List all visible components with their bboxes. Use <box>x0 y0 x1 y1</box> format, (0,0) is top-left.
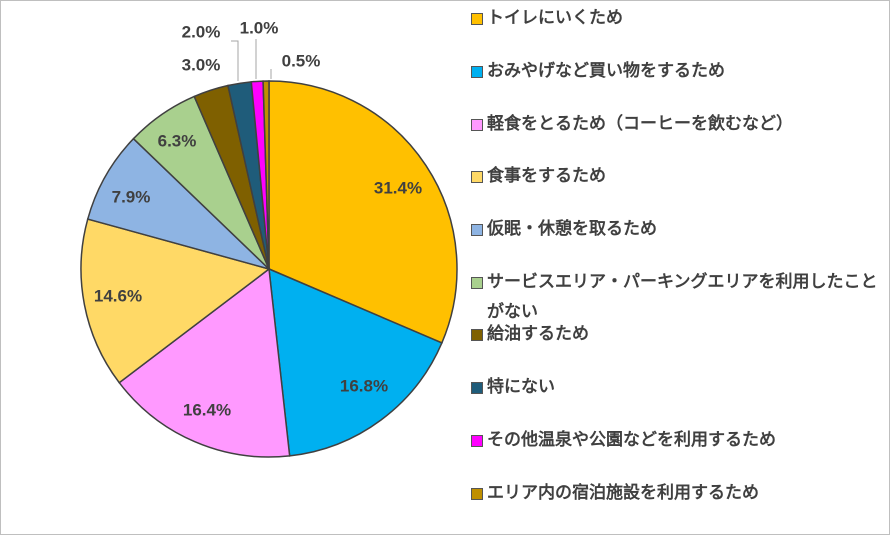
slice-percent-label: 6.3% <box>158 131 197 150</box>
slice-percent-label: 16.8% <box>340 376 388 395</box>
legend-label: 軽食をとるため（コーヒーを飲むなど） <box>487 114 793 134</box>
legend-label: その他温泉や公園などを利用するため <box>487 430 776 450</box>
slice-percent-label: 16.4% <box>183 400 231 419</box>
legend-swatch <box>471 224 483 236</box>
pie-slice <box>80 218 271 384</box>
legend-swatch <box>471 119 483 131</box>
slice-percent-label: 1.0% <box>240 18 279 37</box>
legend-label: 給油するため <box>487 324 589 344</box>
legend-swatch <box>471 435 483 447</box>
legend-label: サービスエリア・パーキングエリアを利用したことがない <box>487 272 878 322</box>
legend-swatch <box>471 329 483 341</box>
legend-item: 食事をするため <box>471 161 887 191</box>
slice-percent-label: 3.0% <box>182 55 221 74</box>
pie-slice <box>268 80 458 344</box>
legend-swatch <box>471 66 483 78</box>
slice-percent-label: 14.6% <box>94 286 142 305</box>
slice-percent-label: 7.9% <box>112 187 151 206</box>
legend-item: 給油するため <box>471 319 887 349</box>
slice-percent-label: 31.4% <box>374 178 422 197</box>
legend-item: エリア内の宿泊施設を利用するため <box>471 478 887 508</box>
label-leader-line <box>231 40 239 81</box>
legend-item: その他温泉や公園などを利用するため <box>471 425 887 455</box>
legend-label: 仮眠・休憩を取るため <box>487 219 657 239</box>
legend-label: エリア内の宿泊施設を利用するため <box>487 483 759 503</box>
legend-label: おみやげなど買い物をするため <box>487 61 725 81</box>
legend-swatch <box>471 171 483 183</box>
slice-percent-label: 2.0% <box>182 22 221 41</box>
pie-slice <box>86 137 270 270</box>
legend-swatch <box>471 277 483 289</box>
legend-label: 食事をするため <box>487 166 606 186</box>
legend-label: トイレにいくため <box>487 8 623 28</box>
legend-item: おみやげなど買い物をするため <box>471 56 887 86</box>
legend-item: 軽食をとるため（コーヒーを飲むなど） <box>471 109 887 139</box>
legend-item: 仮眠・休憩を取るため <box>471 214 887 244</box>
legend-swatch <box>471 488 483 500</box>
legend-item: トイレにいくため <box>471 3 887 33</box>
legend-item: 特にない <box>471 372 887 402</box>
pie-slice <box>268 267 443 457</box>
legend-label: 特にない <box>487 377 555 397</box>
legend-swatch <box>471 382 483 394</box>
pie-slice <box>118 267 291 458</box>
slice-percent-label: 0.5% <box>282 51 321 70</box>
pie-slice <box>262 80 270 270</box>
legend-item: サービスエリア・パーキングエリアを利用したことがない <box>471 267 887 327</box>
legend-swatch <box>471 13 483 25</box>
